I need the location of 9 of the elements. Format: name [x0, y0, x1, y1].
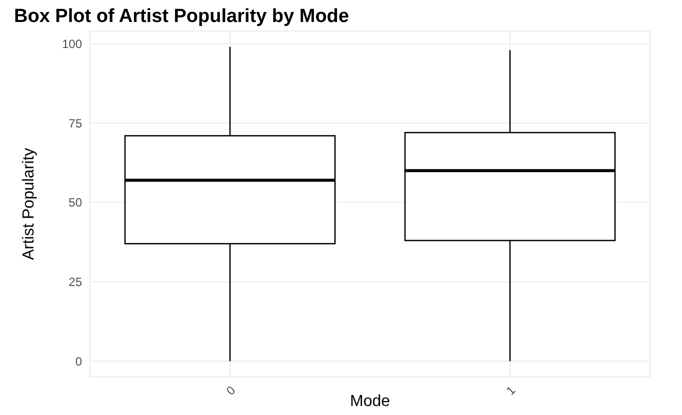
- y-tick-label: 0: [75, 354, 82, 368]
- y-tick-label: 75: [68, 116, 82, 130]
- y-tick-label: 25: [68, 275, 82, 290]
- chart-title: Box Plot of Artist Popularity by Mode: [14, 6, 349, 28]
- y-axis-title: Artist Popularity: [20, 148, 38, 260]
- x-axis-title: Mode: [350, 393, 390, 410]
- y-tick-label: 100: [62, 36, 82, 51]
- y-tick-label: 50: [68, 196, 82, 210]
- x-tick-label: 1: [504, 383, 518, 398]
